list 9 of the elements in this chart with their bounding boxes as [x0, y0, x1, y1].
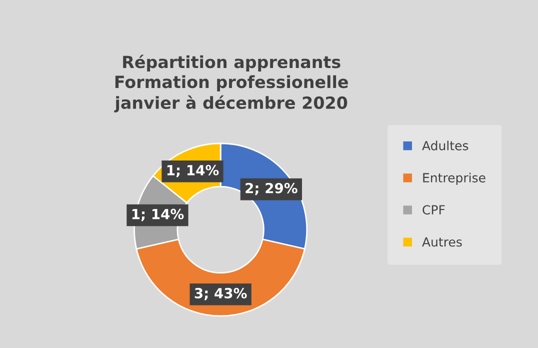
data-label: 1; 14%: [167, 164, 219, 178]
data-label: 3; 43%: [194, 288, 247, 300]
chart-title: Répartition apprenants Formation professionelle janvier à décembre 2020: [114, 54, 348, 112]
legend-label: Entreprise: [423, 172, 486, 185]
legend-label: Adultes: [422, 140, 468, 150]
data-label: 2; 29%: [246, 182, 298, 196]
legend-label: CPF: [422, 205, 445, 215]
legend-label: Autres: [422, 237, 462, 247]
data-label: 1; 14%: [132, 208, 184, 222]
